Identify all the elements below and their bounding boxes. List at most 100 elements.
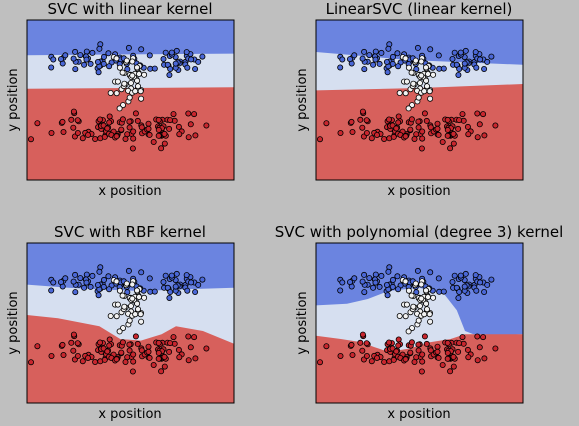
data-point-red [106,342,113,349]
data-point-red [415,347,422,354]
data-point-blue [48,287,55,294]
data-point-white [424,306,431,313]
data-point-red [79,135,86,142]
data-point-blue [484,58,491,65]
data-point-red [166,125,173,132]
data-point-red [145,343,152,350]
data-point-red [421,110,428,117]
data-point-white [129,281,136,288]
data-point-blue [96,45,103,52]
data-point-white [132,88,139,95]
data-point-blue [106,63,113,70]
data-point-blue [472,272,479,279]
data-point-blue [199,53,206,60]
data-point-white [134,300,141,307]
data-point-blue [457,49,464,56]
data-point-blue [427,269,434,276]
data-point-blue [125,267,132,274]
data-point-red [481,132,488,139]
data-point-red [187,344,194,351]
data-point-red [113,356,120,363]
data-point-red [481,355,488,362]
data-point-blue [48,64,55,71]
data-point-white [136,71,143,78]
data-point-blue [366,52,373,59]
data-point-red [118,349,125,356]
data-point-red [185,357,192,364]
data-point-red [79,358,86,365]
data-point-red [155,132,162,139]
data-point-red [395,119,402,126]
data-point-white [126,317,133,324]
data-point-red [134,117,141,124]
data-point-blue [351,275,358,282]
data-point-blue [383,282,390,289]
data-point-blue [481,66,488,73]
data-point-red [126,124,133,131]
data-point-red [337,130,344,137]
data-point-red [317,136,323,143]
data-point-white [134,64,141,71]
data-point-red [421,333,428,340]
data-point-blue [138,269,145,276]
data-point-blue [89,272,96,279]
data-point-blue [166,295,173,302]
data-point-red [130,128,137,135]
data-point-red [170,111,177,118]
data-point-red [480,334,487,341]
data-point-red [129,145,136,152]
data-point-blue [50,279,57,286]
data-point-blue [366,275,373,282]
data-point-red [176,131,183,138]
data-point-white [113,278,120,285]
data-point-blue [184,287,191,294]
data-point-white [423,77,430,84]
data-point-white [116,287,123,294]
data-point-red [155,116,162,123]
data-point-red [359,124,366,131]
panel-title: LinearSVC (linear kernel) [326,0,513,18]
data-point-blue [414,267,421,274]
data-point-red [122,136,129,143]
data-point-red [166,348,173,355]
data-point-blue [385,45,392,52]
data-point-blue [77,275,84,282]
data-point-red [415,118,422,125]
data-point-white [123,57,130,64]
data-point-white [423,64,430,71]
data-point-red [60,352,67,359]
data-point-red [419,351,426,358]
data-point-red [155,355,162,362]
data-point-red [97,116,104,123]
data-point-red [150,139,157,146]
data-point-white [113,313,120,320]
data-point-red [368,135,375,142]
data-point-blue [72,289,79,296]
data-point-white [430,294,437,301]
data-point-red [402,356,409,363]
data-point-white [116,64,123,71]
data-point-red [68,339,75,346]
data-point-blue [378,272,385,279]
data-point-red [59,118,66,125]
data-point-blue [372,279,379,286]
x-axis-label: x position [98,184,161,199]
data-point-red [402,133,409,140]
data-point-blue [456,66,463,73]
data-point-red [70,108,77,115]
data-point-red [119,116,126,123]
data-point-white [134,287,141,294]
data-point-white [403,301,410,308]
data-point-white [423,300,430,307]
data-point-white [421,311,428,318]
data-point-red [419,128,426,135]
data-point-white [141,71,148,78]
data-point-white [430,71,437,78]
data-point-red [464,123,471,130]
data-point-blue [435,275,442,282]
data-point-white [402,278,409,285]
data-point-blue [378,49,385,56]
data-point-blue [50,56,57,63]
data-point-blue [81,284,88,291]
data-point-white [426,88,433,95]
